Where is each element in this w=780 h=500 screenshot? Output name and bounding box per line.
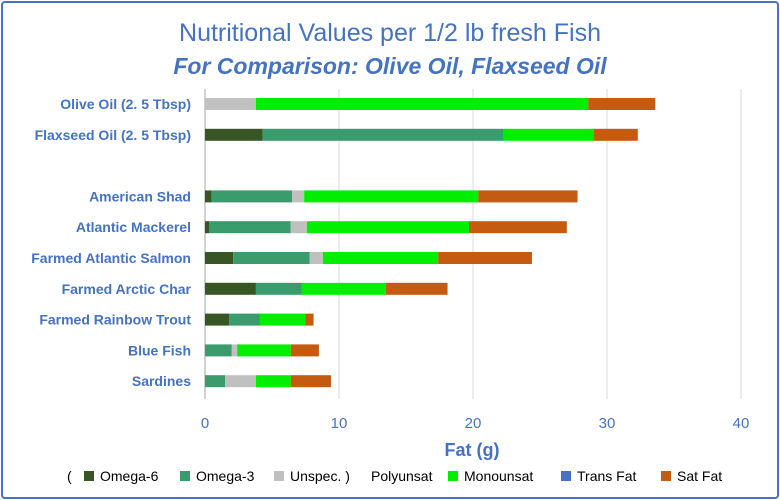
x-axis-title: Fat (g) [445, 440, 500, 460]
category-label: Atlantic Mackerel [76, 219, 191, 235]
bar-segment-unspec [292, 190, 305, 203]
bar-segment-omega-6 [205, 221, 210, 234]
category-label: Sardines [132, 373, 191, 389]
bar-segment-sat-fat [593, 128, 638, 141]
bar-segment-omega-6 [205, 190, 212, 203]
bar-segment-monounsat [301, 282, 386, 295]
bar-segment-omega-3 [233, 252, 310, 264]
chart-title: Nutritional Values per 1/2 lb fresh Fish [179, 19, 601, 47]
bar-segment-omega-3 [262, 128, 504, 141]
bar-segment-unspec [309, 252, 323, 264]
bar-segment-monounsat [306, 221, 469, 234]
category-label: American Shad [89, 188, 191, 204]
chart-canvas: Olive Oil (2. 5 Tbsp) Flaxseed Oil (2. 5 … [31, 89, 750, 484]
bar-segment-sat-fat [588, 98, 656, 110]
category-labels: Olive Oil (2. 5 Tbsp) Flaxseed Oil (2. 5 … [31, 96, 191, 389]
bar-segment-monounsat [503, 128, 594, 141]
bar-segment-omega-3 [229, 313, 260, 326]
legend-entry: Trans Fat [577, 468, 636, 484]
bar-segment-sat-fat [290, 375, 331, 388]
bar-segment-omega-3 [205, 344, 232, 357]
bar-segment-unspec [225, 375, 256, 388]
bar-segment-sat-fat [290, 344, 319, 357]
legend-prefix: ( [67, 468, 72, 484]
legend-entry: Omega-6 [100, 468, 159, 484]
bar-segment-monounsat [259, 313, 306, 326]
category-label: Flaxseed Oil (2. 5 Tbsp) [35, 127, 191, 143]
bar-segment-sat-fat [305, 313, 314, 326]
bar-segment-sat-fat [438, 252, 532, 264]
x-tick-label: 30 [599, 415, 616, 432]
tick-labels: 0 10 20 30 40 [201, 415, 750, 432]
bar-segment-omega-6 [205, 282, 256, 295]
bar-segment-monounsat [255, 375, 291, 388]
bar-segment-sat-fat [468, 221, 567, 234]
legend-entry: Omega-3 [196, 468, 255, 484]
bar-segment-monounsat [255, 98, 589, 110]
legend-swatch [274, 471, 284, 481]
bar-segment-omega-6 [205, 128, 263, 141]
bar-segment-omega-3 [255, 282, 302, 295]
x-tick-label: 20 [465, 415, 482, 432]
category-label: Farmed Atlantic Salmon [31, 250, 191, 266]
bar-segment-sat-fat [385, 282, 448, 295]
bar-segment-unspec [290, 221, 307, 234]
x-tick-label: 40 [733, 415, 750, 432]
category-label: Olive Oil (2. 5 Tbsp) [60, 96, 191, 112]
bars [205, 98, 656, 388]
legend-entry: Sat Fat [677, 468, 722, 484]
x-tick-label: 0 [201, 415, 209, 432]
legend-entry: Polyunsat [371, 468, 433, 484]
chart-subtitle: For Comparison: Olive Oil, Flaxseed Oil [173, 53, 607, 79]
legend-swatch [561, 471, 571, 481]
legend-swatch [448, 471, 458, 481]
category-label: Blue Fish [128, 342, 191, 358]
bar-segment-omega-3 [211, 190, 293, 203]
bar-segment-omega-3 [209, 221, 291, 234]
bar-segment-monounsat [322, 252, 439, 264]
bar-segment-omega-6 [205, 313, 230, 326]
legend-swatch [84, 471, 94, 481]
bar-segment-omega-6 [205, 252, 234, 264]
x-tick-label: 10 [331, 415, 348, 432]
legend: ( Omega-6 Omega-3 Unspec. ) Polyunsat Monouns… [67, 468, 722, 484]
bar-segment-sat-fat [478, 190, 578, 203]
legend-swatch [180, 471, 190, 481]
bar-segment-unspec [205, 98, 256, 110]
bar-segment-monounsat [237, 344, 291, 357]
legend-entry: Unspec. ) [290, 468, 350, 484]
bar-segment-unspec [231, 344, 238, 357]
category-label: Farmed Arctic Char [62, 281, 192, 297]
bar-segment-monounsat [304, 190, 479, 203]
legend-swatch [661, 471, 671, 481]
bar-segment-omega-3 [205, 375, 226, 388]
category-label: Farmed Rainbow Trout [39, 312, 191, 328]
legend-entry: Monounsat [464, 468, 533, 484]
